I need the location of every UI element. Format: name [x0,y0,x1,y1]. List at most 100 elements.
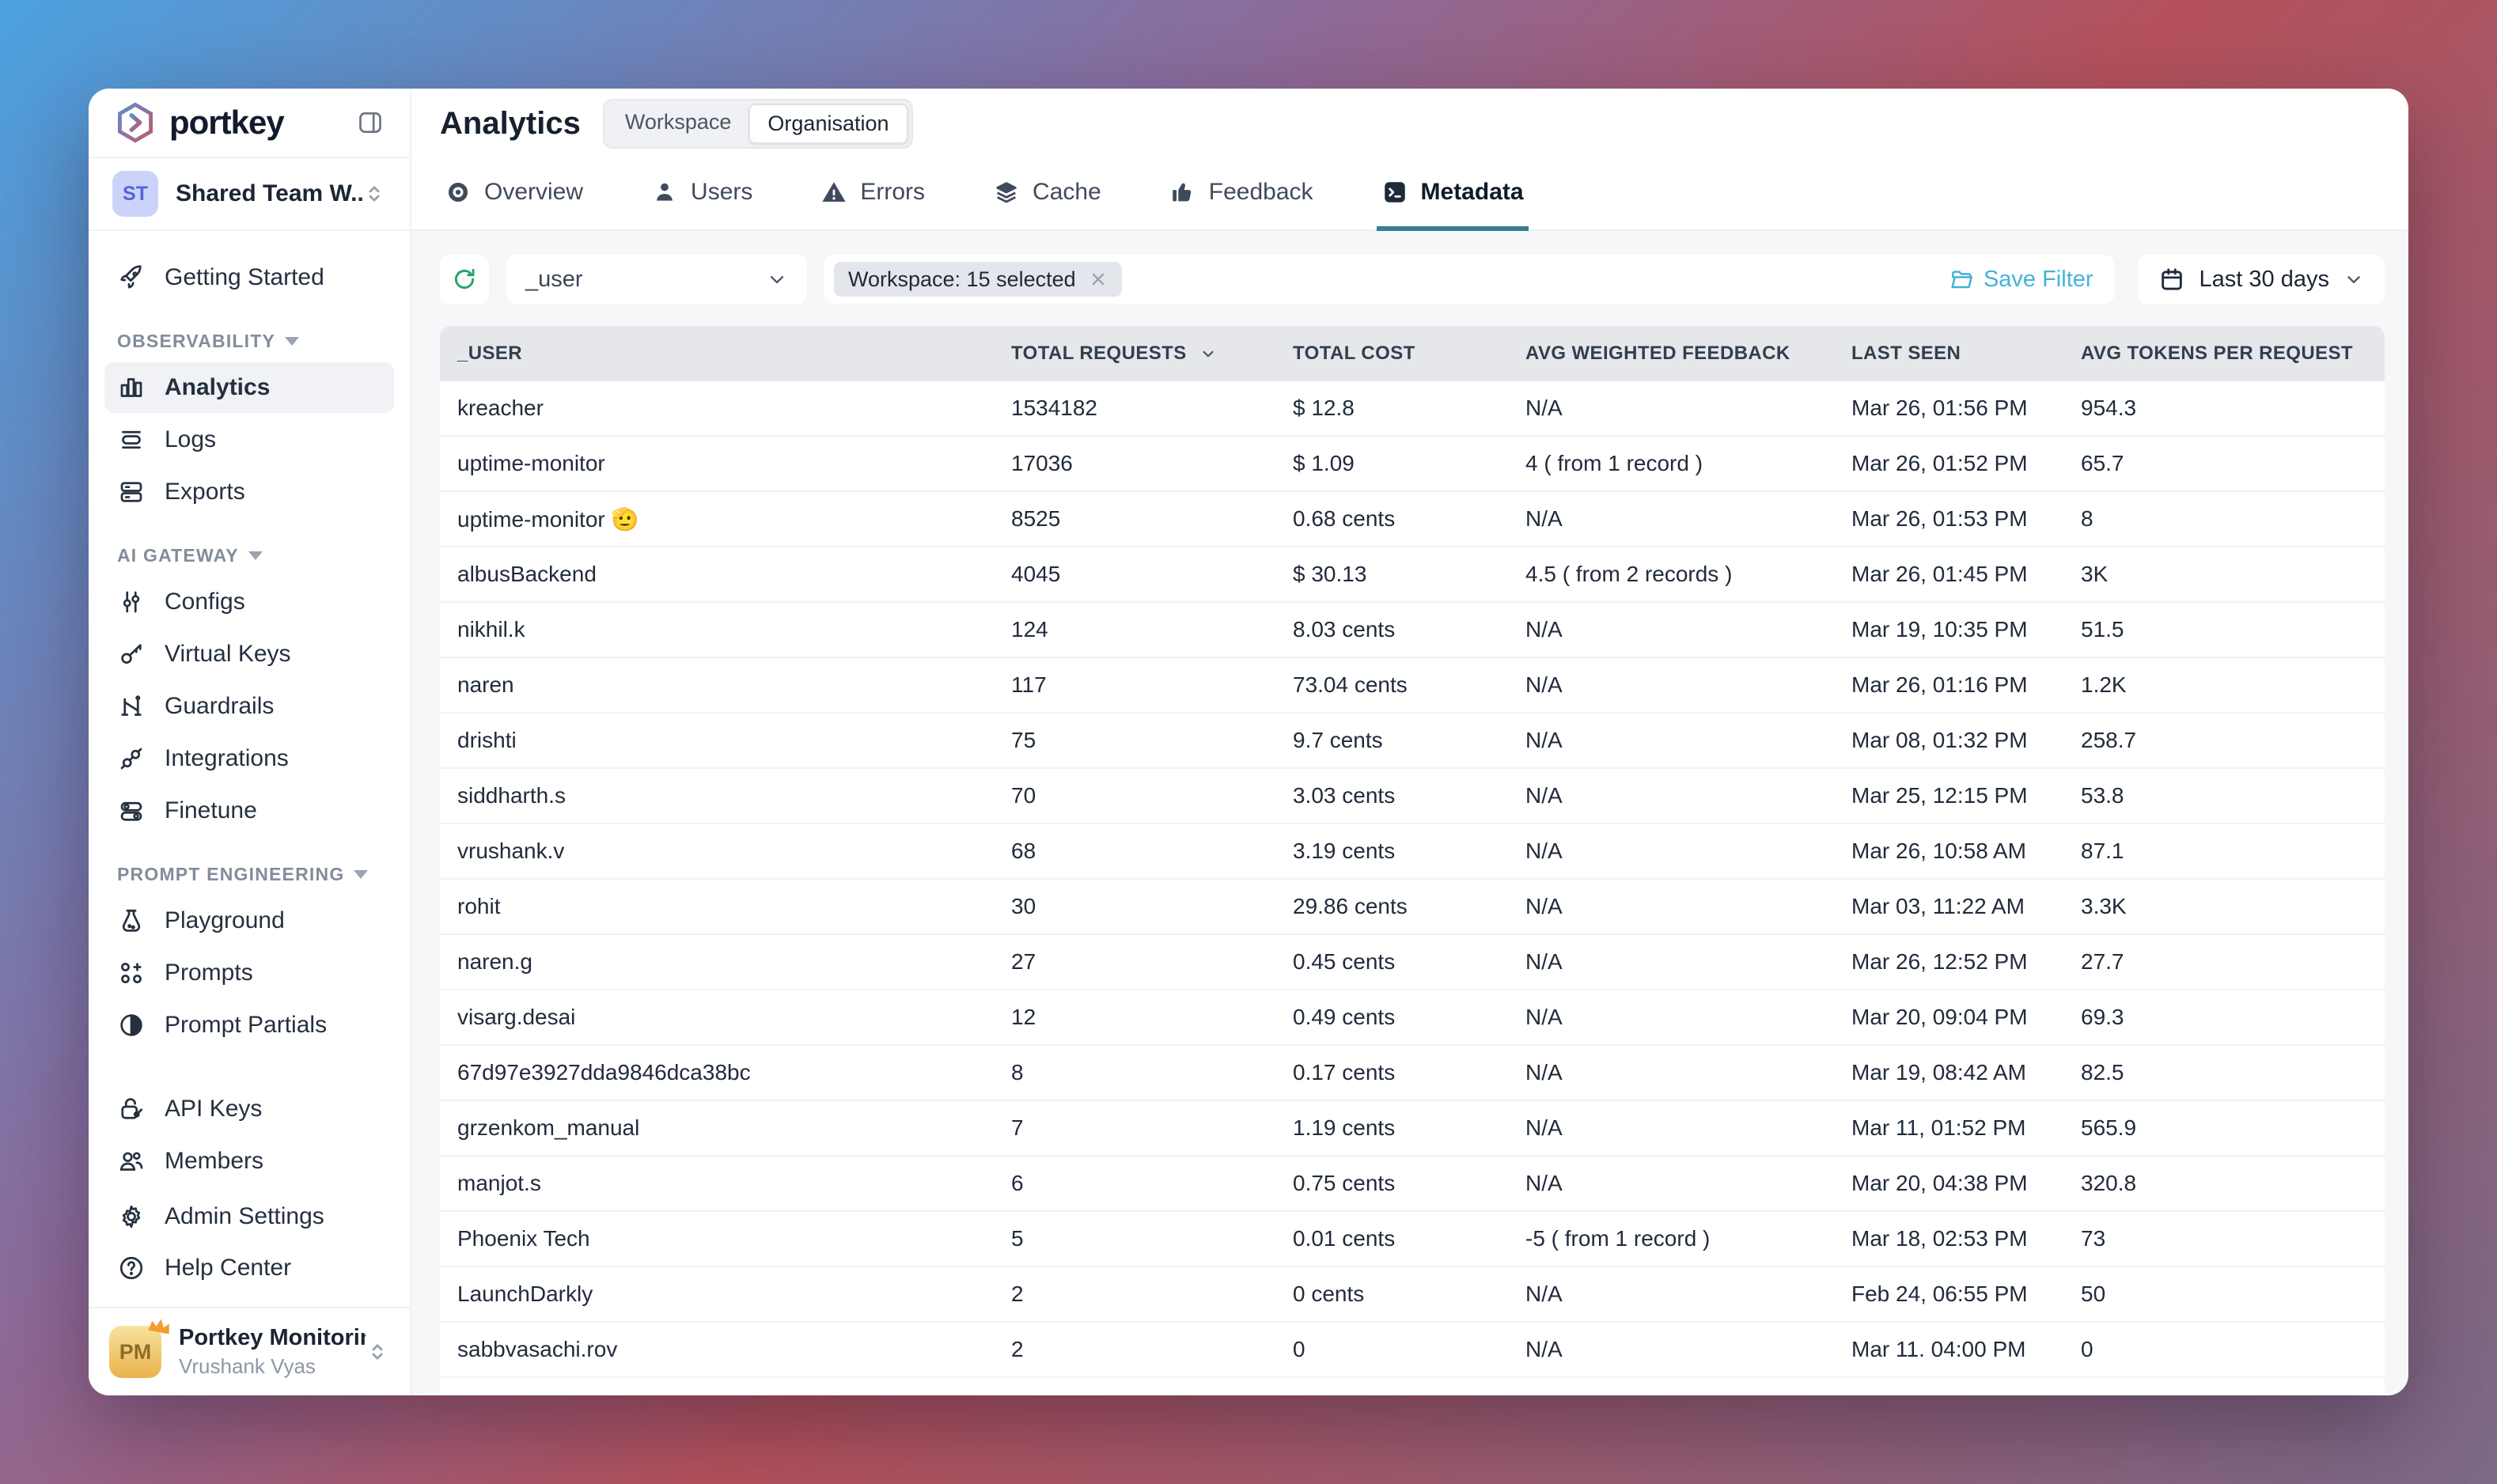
cell-avg-weighted-feedback: N/A [1525,1171,1563,1195]
sidebar-item-integrations[interactable]: Integrations [104,733,394,784]
column-header-avg-tokens-per-request[interactable]: AVG TOKENS PER REQUEST [2081,343,2353,364]
sidebar-item-getting-started[interactable]: Getting Started [104,252,394,303]
section-ai-gateway[interactable]: AI GATEWAY [117,545,381,566]
sidebar-item-logs[interactable]: Logs [104,415,394,465]
main-panel: Analytics Workspace Organisation Overvie… [411,89,2408,1395]
users-icon [657,183,673,201]
cell-user: uptime-monitor [457,451,605,475]
flask-icon [117,907,146,935]
cell-user: 67d97e3927dda9846dca38bc [457,1060,751,1085]
sidebar-item-label: Exports [165,479,245,505]
table-row: siddharth.s 70 3.03 cents N/A Mar 25, 12… [440,769,2385,824]
cell-last-seen: Mar 26, 01:52 PM [1851,451,2028,475]
sidebar-collapse-button[interactable] [354,107,386,138]
workspace-filter-chip[interactable]: Workspace: 15 selected [834,262,1122,297]
sidebar-item-api-keys[interactable]: API Keys [104,1084,394,1134]
tab-errors[interactable]: Errors [816,158,930,231]
column-header-total-requests[interactable]: TOTAL REQUESTS [1011,343,1293,365]
cell-avg-tokens: 3.3K [2081,894,2127,918]
date-range-selector[interactable]: Last 30 days [2137,255,2385,304]
app-window: portkey ST Shared Team W... [89,89,2408,1395]
cell-total-requests: 27 [1011,949,1036,974]
bar-chart-icon [117,373,146,402]
cell-total-cost: 9.7 cents [1293,728,1383,752]
guardrails-icon [117,692,146,721]
close-icon[interactable] [1089,270,1108,289]
cell-total-requests: 2 [1011,1337,1024,1361]
panel-collapse-icon [359,112,381,133]
cell-last-seen: Mar 26, 01:45 PM [1851,562,2028,586]
tab-overview[interactable]: Overview [440,158,588,231]
refresh-button[interactable] [440,255,489,304]
cell-total-requests: 7 [1011,1115,1024,1140]
cell-last-seen: Mar 26, 10:58 AM [1851,839,2027,863]
metadata-key-value: _user [525,266,583,292]
sidebar-item-exports[interactable]: Exports [104,467,394,517]
column-header-last-seen[interactable]: LAST SEEN [1851,343,1961,364]
cell-total-requests: 8 [1011,1060,1024,1085]
sidebar-item-guardrails[interactable]: Guardrails [104,681,394,732]
cell-total-cost: 0 [1293,1337,1305,1361]
table-row: LaunchDarkly 2 0 cents N/A Feb 24, 06:55… [440,1267,2385,1323]
sidebar-item-label: Playground [165,907,285,933]
sidebar-item-members[interactable]: Members [104,1136,394,1187]
cell-avg-weighted-feedback: N/A [1525,506,1563,531]
cell-user: kreacher [457,396,544,420]
cell-last-seen: Mar 11, 01:52 PM [1851,1115,2026,1140]
account-selector[interactable]: PM Portkey Monitoring Vrushank Vyas [89,1307,410,1395]
workspace-name: Shared Team W... [176,180,362,206]
sidebar-item-help-center[interactable]: Help Center [104,1243,394,1293]
sidebar-item-admin-settings[interactable]: Admin Settings [104,1191,394,1242]
metadata-key-dropdown[interactable]: _user [506,255,807,304]
sidebar-item-label: Virtual Keys [165,641,291,667]
tab-label: Errors [860,179,926,205]
table-row: kreacher 1534182 $ 12.8 N/A Mar 26, 01:5… [440,381,2385,437]
column-header-avg-weighted-feedback[interactable]: AVG WEIGHTED FEEDBACK [1525,343,1790,364]
cell-avg-tokens: 320.8 [2081,1171,2137,1195]
half-circle-icon [117,1011,146,1039]
cell-total-requests: 117 [1011,672,1047,697]
cell-avg-weighted-feedback: N/A [1525,617,1563,642]
sidebar-item-prompt-partials[interactable]: Prompt Partials [104,1000,394,1051]
sidebar-item-finetune[interactable]: Finetune [104,786,394,836]
sidebar-item-playground[interactable]: Playground [104,895,394,946]
cell-avg-weighted-feedback: 4.5 ( from 2 records ) [1525,562,1733,586]
workspace-selector[interactable]: ST Shared Team W... [89,158,410,231]
sidebar-item-label: Getting Started [165,264,324,290]
tab-cache[interactable]: Cache [988,158,1106,231]
cell-avg-weighted-feedback: N/A [1525,728,1563,752]
sidebar-item-virtual-keys[interactable]: Virtual Keys [104,629,394,680]
cell-avg-weighted-feedback: 4 ( from 1 record ) [1525,451,1703,475]
column-header-user[interactable]: _USER [457,343,523,364]
cell-avg-tokens: 53.8 [2081,783,2124,808]
cell-avg-tokens: 565.9 [2081,1115,2137,1140]
tab-feedback[interactable]: Feedback [1165,158,1318,231]
cell-total-requests: 8525 [1011,506,1061,531]
scope-workspace-button[interactable]: Workspace [624,109,732,134]
cell-total-requests: 12 [1011,1005,1036,1029]
cell-last-seen: Mar 25, 12:15 PM [1851,783,2028,808]
table-row: uptime-monitor 🫡 8525 0.68 cents N/A Mar… [440,492,2385,547]
scope-organisation-button[interactable]: Organisation [748,103,908,144]
tab-label: Cache [1033,179,1101,205]
cell-user: naren [457,672,514,697]
cell-avg-tokens: 258.7 [2081,728,2137,752]
column-header-total-cost[interactable]: TOTAL COST [1293,343,1415,364]
cell-last-seen: Mar 08, 01:32 PM [1851,728,2028,752]
section-label: AI GATEWAY [117,545,239,566]
sort-chevron-icon [1203,350,1214,358]
cell-user: sabbvasachi.rov [457,1337,618,1361]
section-prompt-engineering[interactable]: PROMPT ENGINEERING [117,864,381,885]
cell-user: visarg.desai [457,1005,576,1029]
sidebar-item-configs[interactable]: Configs [104,577,394,627]
save-filter-button[interactable]: Save Filter [1949,267,2093,293]
tab-metadata[interactable]: Metadata [1376,158,1529,231]
cell-total-cost: $ 30.13 [1293,562,1367,586]
tab-users[interactable]: Users [646,158,757,231]
cell-avg-tokens: 50 [2081,1281,2106,1306]
sidebar-item-analytics[interactable]: Analytics [104,362,394,413]
content-area: _user Workspace: 15 selected Sav [411,231,2408,1395]
overview-icon [448,182,468,203]
sidebar-item-prompts[interactable]: Prompts [104,948,394,998]
section-observability[interactable]: OBSERVABILITY [117,331,381,352]
